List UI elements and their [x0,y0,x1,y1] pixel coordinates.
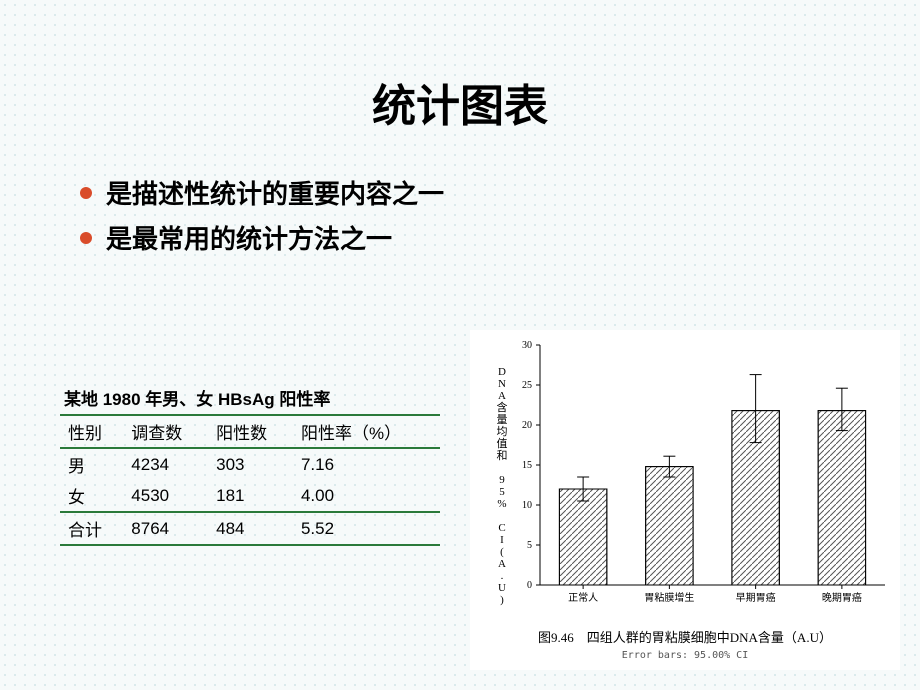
bar-chart: 051015202530正常人胃粘膜增生早期胃癌晚期胃癌DNA含量均值和 95%… [470,330,900,620]
table-cell: 4.00 [293,480,440,512]
table-header-row: 性别 调查数 阳性数 阳性率（%） [60,415,440,448]
table-header: 性别 [60,415,123,448]
table-cell: 7.16 [293,448,440,480]
svg-text:含: 含 [497,400,508,414]
table-cell: 4530 [123,480,208,512]
svg-text:值: 值 [497,437,508,450]
table-caption: 某地 1980 年男、女 HBsAg 阳性率 [60,385,440,410]
table-cell: 女 [60,480,123,512]
table-cell: 8764 [123,512,208,545]
svg-text:N: N [498,378,506,390]
bullet-dot-icon [80,232,92,244]
data-table-block: 某地 1980 年男、女 HBsAg 阳性率 性别 调查数 阳性数 阳性率（%）… [60,385,440,546]
table-sum-row: 合计 8764 484 5.52 [60,512,440,545]
svg-text:9: 9 [499,474,505,486]
slide-title: 统计图表 [0,0,920,174]
svg-text:(: ( [500,546,504,558]
table-cell: 181 [208,480,293,512]
svg-text:5: 5 [527,540,532,551]
bullet-text: 是描述性统计的重要内容之一 [106,174,444,211]
chart-subcaption: Error bars: 95.00% CI [470,650,900,661]
table-cell: 303 [208,448,293,480]
svg-text:10: 10 [522,500,532,511]
svg-text:和: 和 [497,449,508,462]
svg-text:I: I [500,534,504,546]
svg-text:均: 均 [497,425,508,438]
table-cell: 5.52 [293,512,440,545]
svg-text:晚期胃癌: 晚期胃癌 [822,591,862,604]
svg-text:早期胃癌: 早期胃癌 [736,591,776,604]
svg-text:): ) [500,594,504,606]
svg-text:30: 30 [522,340,532,351]
chart-caption: 图9.46 四组人群的胃粘膜细胞中DNA含量（A.U） [470,627,900,646]
svg-text:胃粘膜增生: 胃粘膜增生 [644,591,694,604]
svg-text:A: A [498,558,506,570]
table-header: 阳性数 [208,415,293,448]
svg-text:量: 量 [497,413,508,426]
table-header: 调查数 [123,415,208,448]
svg-text:0: 0 [527,580,532,591]
table-cell: 男 [60,448,123,480]
bullet-item: 是最常用的统计方法之一 [80,219,920,256]
table-cell: 4234 [123,448,208,480]
bullet-dot-icon [80,187,92,199]
table-row: 女 4530 181 4.00 [60,480,440,512]
svg-text:%: % [497,498,506,510]
bullet-list: 是描述性统计的重要内容之一 是最常用的统计方法之一 [0,174,920,256]
bar-chart-block: 051015202530正常人胃粘膜增生早期胃癌晚期胃癌DNA含量均值和 95%… [470,330,900,670]
svg-text:正常人: 正常人 [568,591,598,604]
table-row: 男 4234 303 7.16 [60,448,440,480]
svg-text:20: 20 [522,420,532,431]
svg-text:A: A [498,390,506,402]
svg-text:15: 15 [522,460,532,471]
table-header: 阳性率（%） [293,415,440,448]
svg-text:.: . [501,570,504,582]
bullet-text: 是最常用的统计方法之一 [106,219,392,256]
svg-text:U: U [498,582,506,594]
data-table: 性别 调查数 阳性数 阳性率（%） 男 4234 303 7.16 女 4530… [60,414,440,546]
bullet-item: 是描述性统计的重要内容之一 [80,174,920,211]
svg-text:5: 5 [499,486,505,498]
svg-text:D: D [498,366,506,378]
svg-text:C: C [498,522,505,534]
table-cell: 484 [208,512,293,545]
table-cell: 合计 [60,512,123,545]
svg-text:25: 25 [522,380,532,391]
